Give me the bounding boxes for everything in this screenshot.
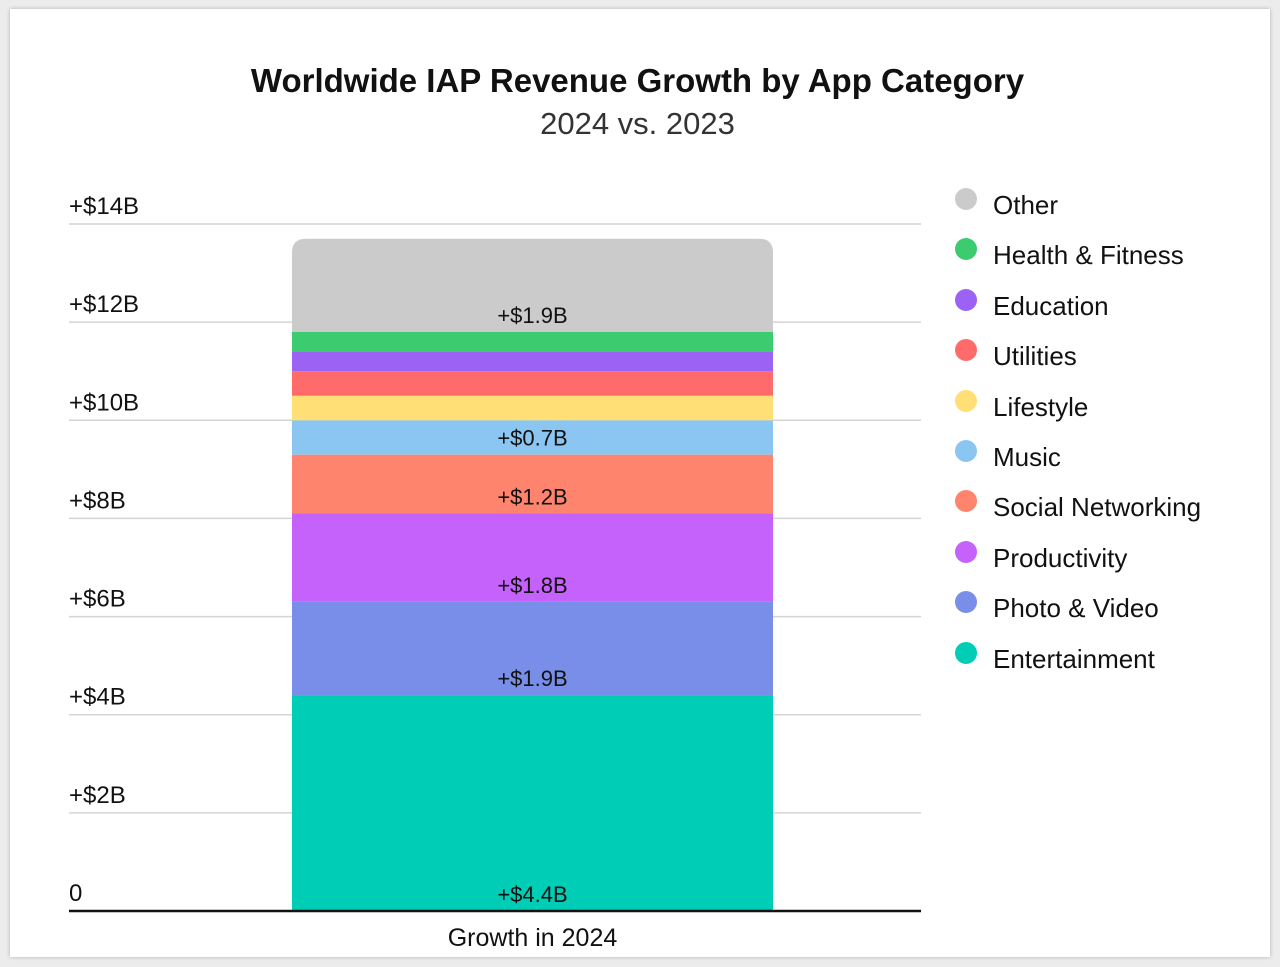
data-label: +$4.4B xyxy=(497,882,567,907)
chart-subtitle: 2024 vs. 2023 xyxy=(540,106,735,141)
legend-label: Productivity xyxy=(993,542,1128,573)
legend-swatch xyxy=(955,339,977,362)
legend-swatch xyxy=(955,490,977,513)
legend-label: Music xyxy=(993,441,1061,472)
y-tick-label: +$10B xyxy=(69,389,139,416)
legend-swatch xyxy=(955,591,977,614)
y-tick-label: 0 xyxy=(69,880,82,907)
bar-segment-music xyxy=(292,420,773,455)
y-tick-label: +$6B xyxy=(69,586,126,613)
legend-swatch xyxy=(955,288,977,311)
legend-label: Health & Fitness xyxy=(993,240,1184,271)
bar-segment-productivity xyxy=(292,513,773,602)
data-label: +$1.8B xyxy=(497,573,567,598)
bar-segment-education xyxy=(292,351,773,372)
legend-label: Entertainment xyxy=(993,643,1155,674)
y-tick-label: +$14B xyxy=(69,193,139,220)
bar-segment-lifestyle xyxy=(292,395,773,421)
legend-label: Utilities xyxy=(993,341,1077,372)
x-category-label: Growth in 2024 xyxy=(448,924,618,952)
bar-segment-entertainment xyxy=(292,695,773,911)
bar-segment-other xyxy=(292,238,773,332)
y-tick-label: +$4B xyxy=(69,684,126,711)
y-tick-label: +$8B xyxy=(69,487,126,514)
legend-label: Lifestyle xyxy=(993,391,1089,422)
legend-swatch xyxy=(955,238,977,261)
bar-segment-photo-video xyxy=(292,601,773,696)
data-label: +$1.9B xyxy=(497,666,567,691)
legend-label: Social Networking xyxy=(993,492,1202,523)
legend-label: Other xyxy=(993,190,1059,220)
data-label: +$1.2B xyxy=(497,485,567,510)
legend-label: Photo & Video xyxy=(993,593,1159,624)
data-label: +$0.7B xyxy=(497,426,567,451)
bar-segment-social-networking xyxy=(292,454,773,514)
bar-segment-utilities xyxy=(292,371,773,396)
chart-title: Worldwide IAP Revenue Growth by App Cate… xyxy=(250,62,1025,99)
legend-swatch xyxy=(955,439,977,462)
y-tick-label: +$12B xyxy=(69,291,139,318)
bar-segment-health-fitness xyxy=(292,331,773,352)
y-tick-label: +$2B xyxy=(69,782,126,809)
legend-swatch xyxy=(955,389,977,412)
legend-swatch xyxy=(955,540,977,563)
legend-swatch xyxy=(955,641,977,664)
data-label: +$1.9B xyxy=(497,303,567,328)
legend-swatch xyxy=(955,188,977,210)
legend-label: Education xyxy=(993,290,1109,321)
